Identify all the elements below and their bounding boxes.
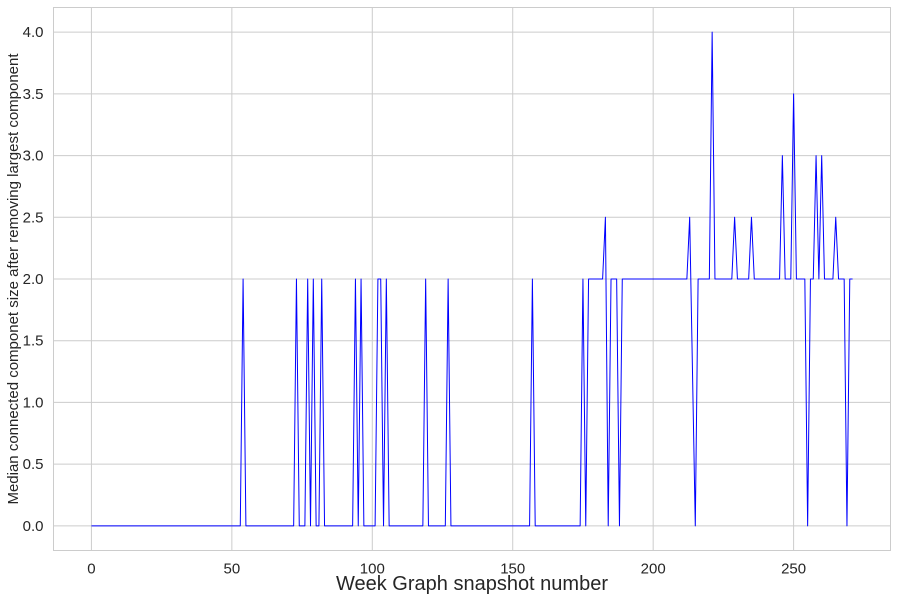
x-tick-label: 100 (360, 561, 385, 578)
y-tick-label: 0.0 (23, 518, 44, 535)
y-tick-label: 1.5 (23, 333, 44, 350)
series-layer (91, 31, 853, 527)
x-tick-label: 250 (781, 561, 806, 578)
y-axis-ticks: 0.0 0.5 1.0 1.5 2.0 2.5 3.0 3.5 4.0 (23, 24, 44, 535)
x-tick-label: 50 (224, 561, 241, 578)
x-tick-label: 150 (500, 561, 525, 578)
y-tick-label: 2.0 (23, 271, 44, 288)
x-axis-label: Week Graph snapshot number (336, 573, 608, 595)
y-tick-label: 3.0 (23, 148, 44, 165)
y-tick-label: 2.5 (23, 209, 44, 226)
y-axis-label: Median connected componet size after rem… (5, 53, 22, 505)
series-line (91, 31, 853, 527)
y-tick-label: 0.5 (23, 456, 44, 473)
plot-frame (53, 7, 891, 551)
x-axis-ticks: 0 50 100 150 200 250 (87, 561, 806, 578)
y-tick-label: 1.0 (23, 394, 44, 411)
x-tick-label: 0 (87, 561, 95, 578)
y-tick-label: 4.0 (23, 24, 44, 41)
y-tick-label: 3.5 (23, 86, 44, 103)
x-tick-label: 200 (641, 561, 666, 578)
